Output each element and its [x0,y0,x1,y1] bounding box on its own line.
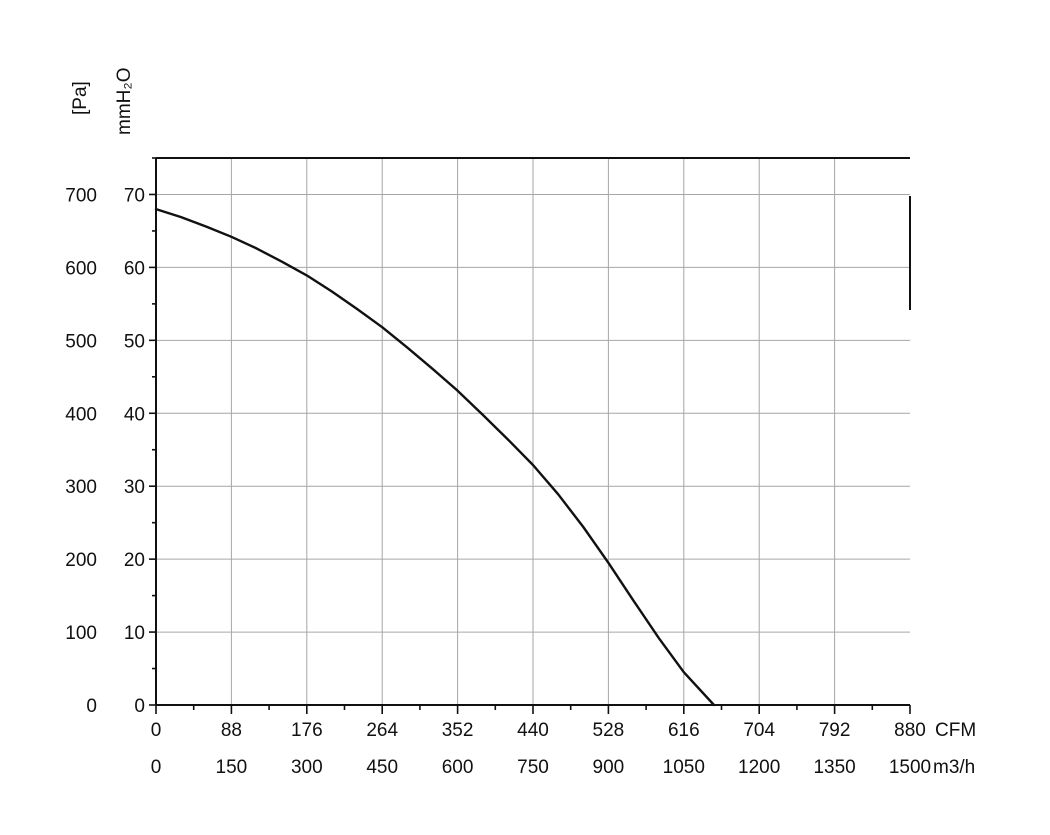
x-tick-label-cfm: 352 [442,720,474,741]
tick-marks [149,157,911,714]
y-tick-label-pa: 500 [65,331,97,352]
x-tick-label-m3h: 150 [216,757,248,778]
y-tick-label-pa: 700 [65,185,97,206]
grid [156,158,910,705]
x-tick-label-cfm: 528 [593,720,625,741]
x-tick-label-m3h: 450 [366,757,398,778]
x-tick-label-cfm: 880 [894,720,926,741]
axis-labels: [Pa] mmH₂O CFM m3/h 01002003004005006007… [65,67,976,778]
x-tick-label-cfm: 616 [668,720,700,741]
y-tick-label-mmh2o: 40 [124,404,145,425]
x-tick-label-cfm: 88 [221,720,242,741]
x-tick-label-m3h: 300 [291,757,323,778]
y-tick-label-pa: 400 [65,404,97,425]
x-tick-label-cfm: 792 [819,720,851,741]
y-unit-pa-label: [Pa] [70,81,91,115]
y-tick-label-mmh2o: 70 [124,185,145,206]
x-tick-label-m3h: 900 [593,757,625,778]
x-tick-label-m3h: 1050 [663,757,705,778]
y-tick-label-pa: 100 [65,623,97,644]
y-tick-label-pa: 200 [65,550,97,571]
x-tick-label-m3h: 750 [517,757,549,778]
x-tick-label-m3h: 1500 [889,757,931,778]
x-tick-label-cfm: 264 [366,720,398,741]
x-tick-label-cfm: 176 [291,720,323,741]
x-tick-label-m3h: 1350 [813,757,855,778]
y-tick-label-mmh2o: 10 [124,623,145,644]
x-tick-label-cfm: 704 [743,720,775,741]
x-tick-label-cfm: 0 [151,720,162,741]
y-tick-label-mmh2o: 60 [124,258,145,279]
y-tick-label-pa: 300 [65,477,97,498]
curve-group [154,207,716,707]
pressure-flow-curve [154,207,716,707]
y-tick-label-pa: 600 [65,258,97,279]
y-tick-label-mmh2o: 50 [124,331,145,352]
y-tick-label-mmh2o: 0 [134,696,145,717]
x-unit-cfm-label: CFM [935,720,976,741]
x-tick-label-m3h: 1200 [738,757,780,778]
x-tick-label-m3h: 0 [151,757,162,778]
y-tick-label-pa: 0 [86,696,97,717]
y-tick-label-mmh2o: 30 [124,477,145,498]
x-tick-label-cfm: 440 [517,720,549,741]
x-tick-label-m3h: 600 [442,757,474,778]
x-unit-m3h-label: m3/h [933,757,975,778]
y-tick-label-mmh2o: 20 [124,550,145,571]
y-unit-mmh2o-label: mmH₂O [114,67,135,135]
